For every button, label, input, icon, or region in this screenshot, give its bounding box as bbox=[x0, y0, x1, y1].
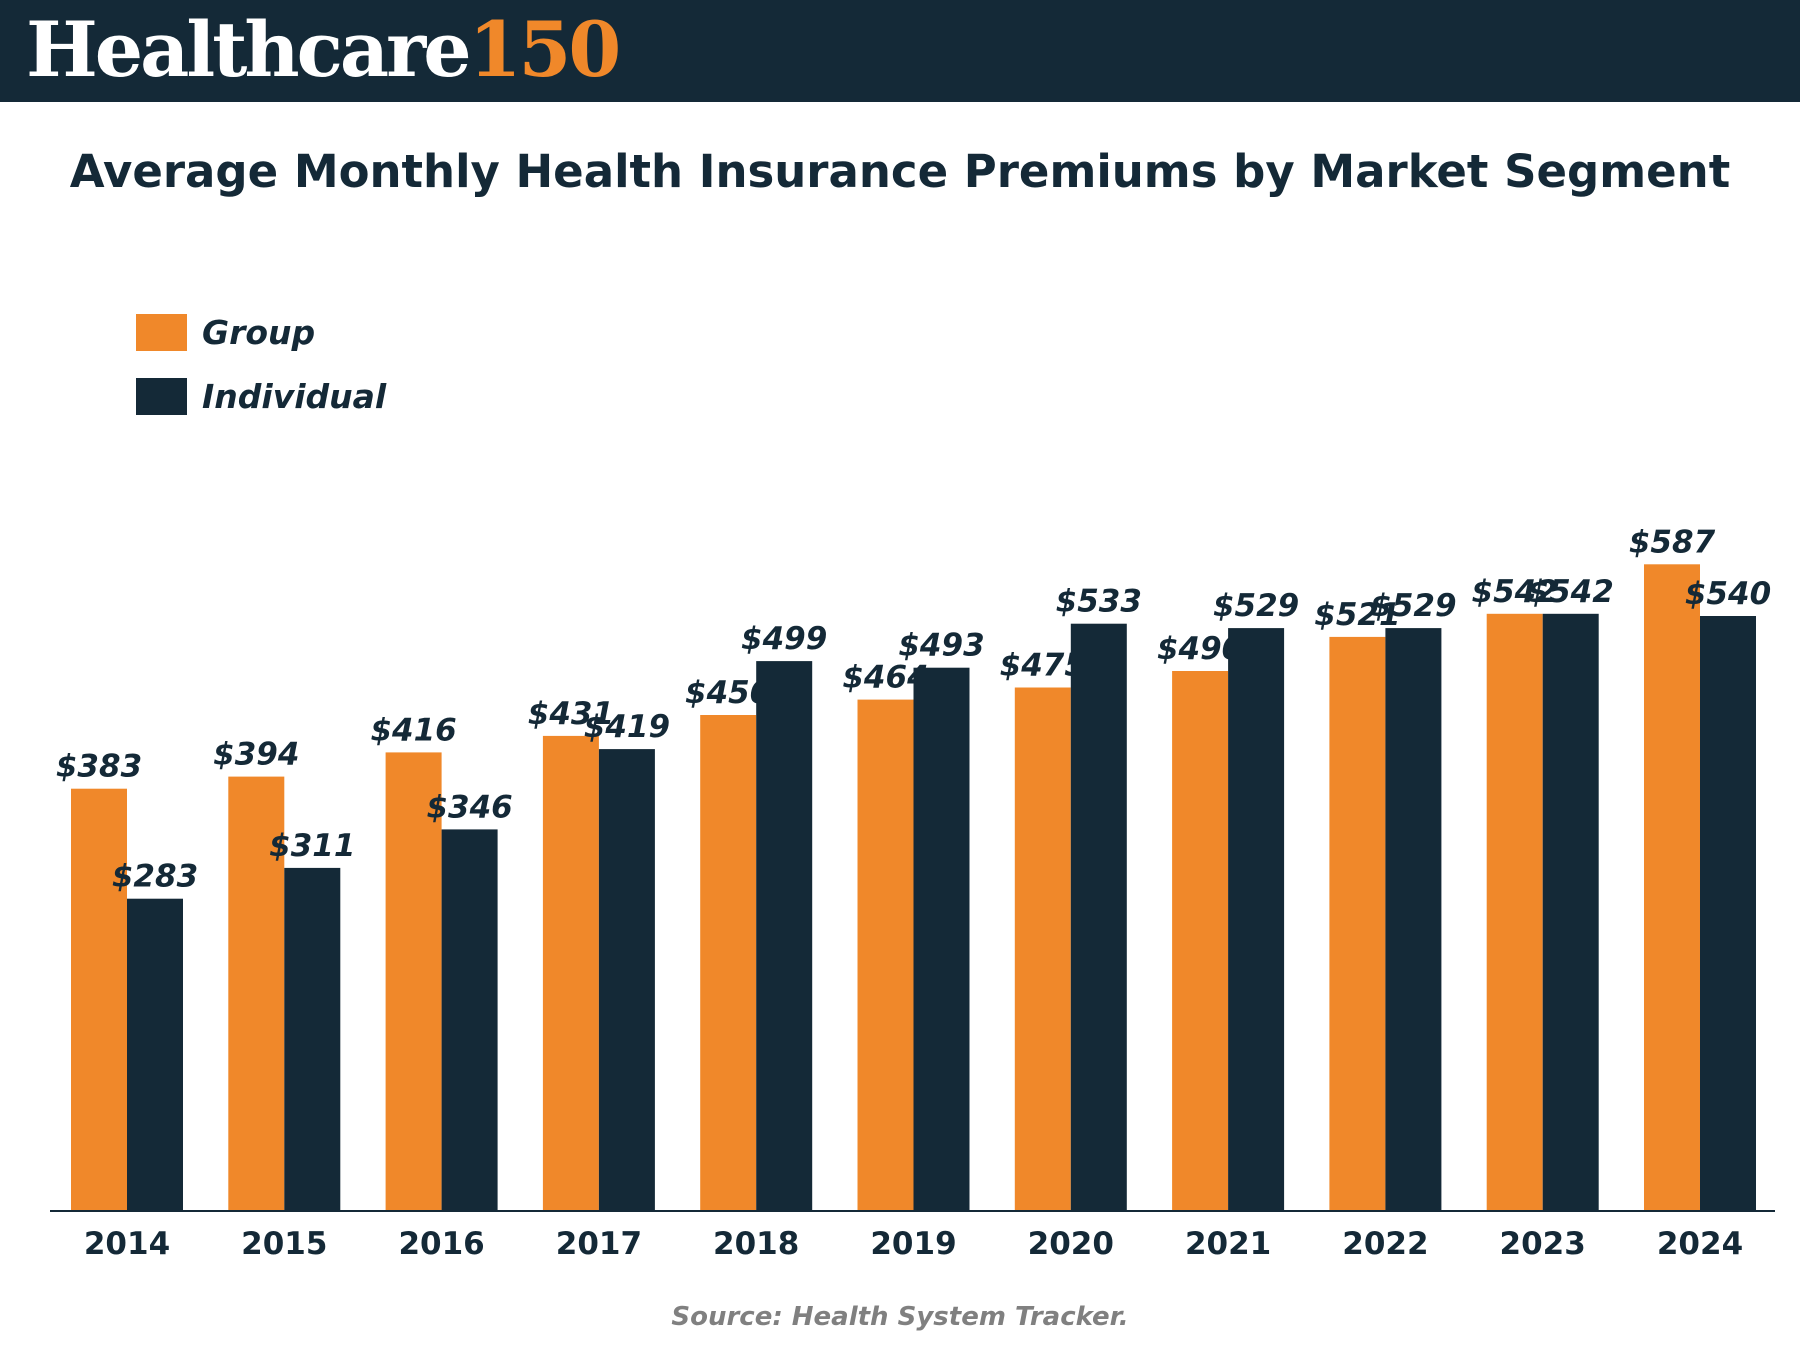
value-label-group-2017: $431 bbox=[528, 696, 614, 732]
bar-individual-2016 bbox=[441, 829, 498, 1210]
x-tick-label-2014: 2014 bbox=[84, 1226, 170, 1262]
source-note: Source: Health System Tracker. bbox=[671, 1302, 1129, 1332]
value-label-individual-2015: $311 bbox=[269, 828, 355, 864]
legend-swatch-individual bbox=[136, 377, 187, 415]
bar-individual-2019 bbox=[913, 667, 970, 1210]
value-label-group-2023: $542 bbox=[1472, 574, 1558, 610]
bar-individual-2018 bbox=[756, 661, 813, 1210]
healthcare150-logo: Healthcare150 bbox=[26, 4, 622, 96]
value-label-group-2024: $587 bbox=[1629, 524, 1716, 560]
bar-individual-2020 bbox=[1070, 623, 1127, 1210]
x-tick-label-2015: 2015 bbox=[241, 1226, 327, 1262]
value-label-individual-2022: $529 bbox=[1370, 588, 1456, 624]
x-tick-label-2020: 2020 bbox=[1028, 1226, 1114, 1262]
bar-individual-2017 bbox=[598, 749, 655, 1210]
x-tick-label-2017: 2017 bbox=[556, 1226, 642, 1262]
bar-group-2022 bbox=[1329, 636, 1386, 1210]
value-label-group-2016: $416 bbox=[370, 712, 456, 748]
bar-group-2019 bbox=[857, 699, 914, 1210]
logo-number-text: 150 bbox=[468, 5, 622, 94]
value-label-individual-2016: $346 bbox=[426, 789, 512, 825]
x-tick-label-2024: 2024 bbox=[1657, 1226, 1743, 1262]
legend-swatch-group bbox=[136, 313, 187, 351]
bar-individual-2021 bbox=[1228, 628, 1285, 1210]
x-tick-label-2021: 2021 bbox=[1185, 1226, 1271, 1262]
bar-individual-2023 bbox=[1542, 613, 1599, 1210]
value-label-individual-2017: $419 bbox=[584, 709, 670, 745]
header-banner: Healthcare150 bbox=[0, 0, 1800, 102]
value-label-individual-2024: $540 bbox=[1685, 576, 1771, 612]
x-tick-label-2019: 2019 bbox=[870, 1226, 956, 1262]
bar-group-2014 bbox=[71, 788, 127, 1210]
chart-title: Average Monthly Health Insurance Premium… bbox=[69, 145, 1731, 198]
bar-group-2018 bbox=[700, 715, 757, 1210]
value-label-individual-2021: $529 bbox=[1213, 588, 1299, 624]
value-label-individual-2020: $533 bbox=[1056, 584, 1142, 620]
bar-group-2015 bbox=[228, 776, 285, 1210]
bar-individual-2015 bbox=[284, 867, 341, 1210]
x-tick-label-2023: 2023 bbox=[1500, 1226, 1586, 1262]
bar-group-2021 bbox=[1172, 671, 1229, 1210]
value-label-individual-2014: $283 bbox=[112, 859, 198, 895]
bar-group-2024 bbox=[1644, 564, 1700, 1210]
logo-brand-text: Healthcare bbox=[26, 5, 472, 94]
legend-label-group: Group bbox=[202, 312, 316, 352]
x-tick-label-2016: 2016 bbox=[398, 1226, 484, 1262]
legend-item-individual: Individual bbox=[136, 364, 386, 428]
legend-item-group: Group bbox=[136, 300, 386, 364]
value-label-group-2014: $383 bbox=[56, 749, 142, 785]
bar-group-2020 bbox=[1014, 687, 1071, 1210]
chart-legend: Group Individual bbox=[136, 300, 386, 428]
bar-individual-2024 bbox=[1700, 616, 1756, 1210]
bar-individual-2022 bbox=[1385, 628, 1442, 1210]
bar-group-2016 bbox=[385, 752, 442, 1210]
legend-label-individual: Individual bbox=[202, 376, 387, 416]
x-tick-label-2018: 2018 bbox=[713, 1226, 799, 1262]
x-tick-label-2022: 2022 bbox=[1342, 1226, 1428, 1262]
value-label-group-2022: $521 bbox=[1314, 597, 1400, 633]
bar-group-2017 bbox=[542, 735, 599, 1210]
value-label-individual-2018: $499 bbox=[741, 621, 827, 657]
bar-individual-2014 bbox=[127, 898, 183, 1210]
value-label-group-2015: $394 bbox=[213, 737, 299, 773]
value-label-individual-2019: $493 bbox=[898, 628, 984, 664]
bar-group-2023 bbox=[1486, 613, 1543, 1210]
value-label-individual-2023: $542 bbox=[1528, 574, 1614, 610]
